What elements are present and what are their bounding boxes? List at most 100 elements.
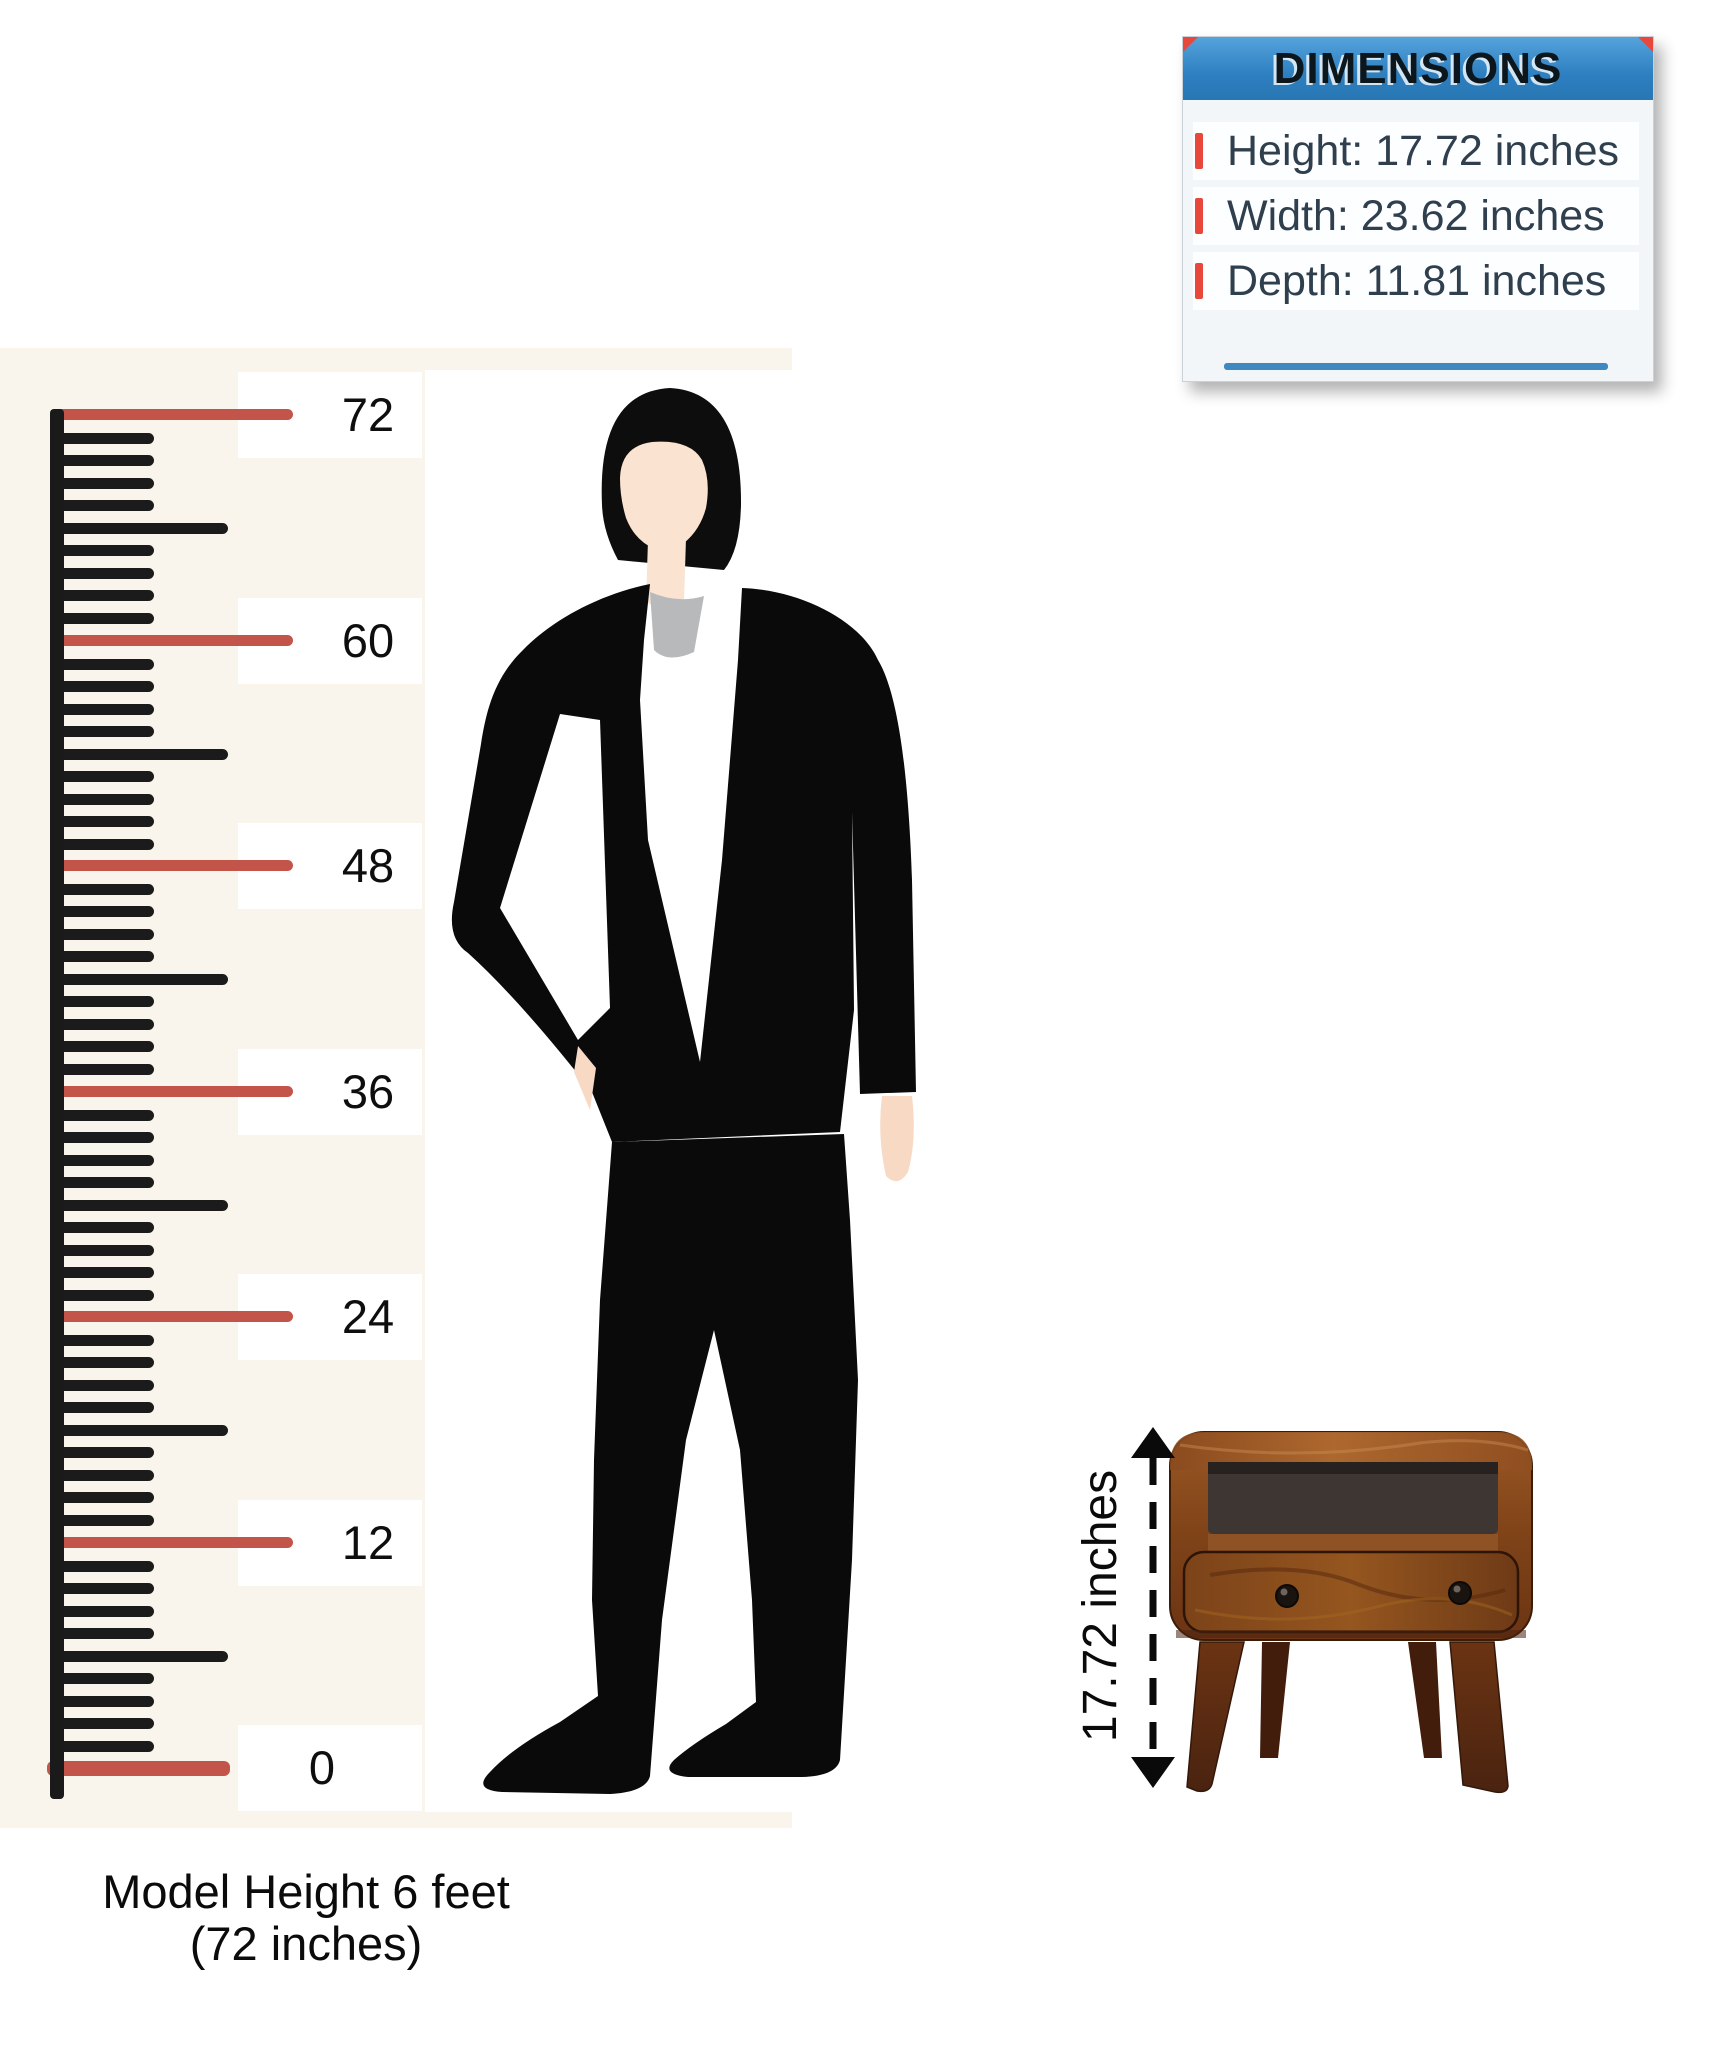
knob-highlight [1453,1585,1461,1593]
furniture-height-label: 17.72 inches [1074,1469,1127,1743]
ruler-tick [56,1200,228,1211]
ruler-tick [56,1718,154,1729]
dimension-row-width: Width: 23.62 inches [1193,187,1639,245]
ruler-tick [56,1515,154,1526]
ruler-tick [56,1267,154,1278]
ruler-tick [56,884,154,895]
corner-accent-icon [1638,37,1653,52]
ruler-tick [56,1561,154,1572]
ruler-tick [56,1628,154,1639]
back-left-leg [1260,1642,1290,1758]
ruler-tick [56,1470,154,1481]
arrow-down-icon [1131,1757,1175,1788]
ruler-tick [56,500,154,511]
ruler-tick [56,1696,154,1707]
back-right-leg [1408,1642,1442,1758]
dimension-row-height: Height: 17.72 inches [1193,122,1639,180]
ruler-foot-line [52,1537,293,1548]
ruler-tick [56,1335,154,1346]
wood-grain [1179,1439,1529,1455]
ruler-tick [56,1492,154,1503]
ruler-tick [56,1651,228,1662]
open-shelf [1208,1462,1498,1534]
ruler-tick [56,704,154,715]
ruler-tick [56,1583,154,1594]
ruler-bar [50,409,64,1799]
ruler-foot-line [52,1086,293,1097]
cabinet-top [1170,1432,1532,1470]
ruler-tick [56,1245,154,1256]
ruler-tick [56,1132,154,1143]
ruler-tick [56,996,154,1007]
trousers-and-shoes [483,1134,858,1794]
dimension-width-text: Width: 23.62 inches [1227,192,1605,240]
ruler-tick [56,771,154,782]
dimension-row-depth: Depth: 11.81 inches [1193,252,1639,310]
ruler-tick [56,545,154,556]
ruler-tick [56,839,154,850]
tie [650,592,704,658]
wood-grain [1194,1597,1513,1621]
ruler-tick [56,1425,228,1436]
ruler-tick [56,1402,154,1413]
red-tick-icon [1195,198,1203,234]
ruler-label: 12 [341,1516,395,1569]
dimensions-box-header: DIMENSIONS [1183,37,1653,100]
ruler-tick [56,749,228,760]
knob-highlight [1280,1588,1288,1596]
ruler-tick [56,1673,154,1684]
right-hand [880,1096,914,1182]
ruler-tick [56,974,228,985]
ruler-tick [56,1041,154,1052]
ruler-tick [56,568,154,579]
caption-line2: (72 inches) [189,1917,423,1970]
corner-accent-icon [1183,37,1198,52]
ruler-label: 24 [341,1290,395,1343]
ruler-tick [56,455,154,466]
ruler-tick [56,1155,154,1166]
front-right-leg [1449,1641,1509,1794]
ruler-tick [56,951,154,962]
front-left-leg [1186,1641,1245,1793]
ruler-foot-line [52,635,293,646]
ruler-tick [56,794,154,805]
ruler-tick [56,726,154,737]
ruler-tick [56,523,228,534]
ruler-tick [56,1019,154,1030]
ruler-tick [56,659,154,670]
caption: Model Height 6 feet (72 inches) [66,1866,546,1970]
ruler-tick [56,613,154,624]
ruler-label: 60 [341,614,395,667]
ruler-tick [56,681,154,692]
ruler-tick [56,1357,154,1368]
box-underline [1224,363,1608,370]
ruler-foot-line [52,409,293,420]
face [620,441,708,551]
ruler-tick [56,1064,154,1075]
ruler-label: 36 [341,1065,395,1118]
ruler-tick [56,1177,154,1188]
shelf-ledge [1208,1534,1498,1552]
ruler-tick [56,816,154,827]
left-hand [574,1046,596,1110]
ruler-tick [56,590,154,601]
red-tick-icon [1195,263,1203,299]
ruler-tick [56,1222,154,1233]
ruler-label: 72 [341,388,395,441]
ruler-tick [56,906,154,917]
ruler-tick [56,1741,154,1752]
ruler-tick [56,478,154,489]
ruler-label: 48 [341,839,395,892]
red-tick-icon [1195,133,1203,169]
ruler-tick [56,1290,154,1301]
arm-gap [500,714,610,1040]
dimension-height-text: Height: 17.72 inches [1227,127,1620,175]
arrow-up-icon [1131,1427,1175,1458]
ruler-tick [56,1380,154,1391]
drawer-knob [1275,1584,1299,1608]
dimensions-title: DIMENSIONS [1273,44,1563,93]
